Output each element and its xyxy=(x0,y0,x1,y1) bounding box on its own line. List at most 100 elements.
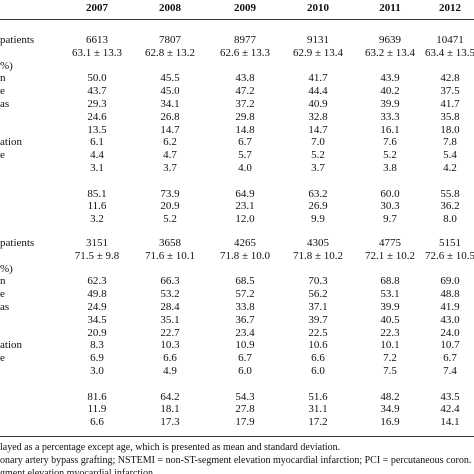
cell: 34.9 xyxy=(380,403,400,416)
cell: 71.6 ± 10.1 xyxy=(144,249,196,262)
cell: 4.9 xyxy=(163,365,177,377)
cell: 11.9 xyxy=(87,403,107,416)
cell: 4265 xyxy=(234,237,256,249)
cell: 8.0 xyxy=(443,213,457,226)
cell: 6.6 xyxy=(90,416,104,429)
cell: 63.2 xyxy=(308,187,328,200)
cell: 6.6 xyxy=(311,352,325,365)
cell: 40.2 xyxy=(380,85,400,98)
cell: 62.8 ± 13.2 xyxy=(144,46,196,59)
cell: 53.2 xyxy=(160,288,180,301)
cell: 6.9 xyxy=(90,352,104,365)
row-label: %) xyxy=(0,59,13,72)
cell: 5.7 xyxy=(238,149,252,162)
cell: 40.9 xyxy=(308,98,328,110)
cell: 35.1 xyxy=(160,313,180,326)
cell: 48.2 xyxy=(380,390,400,403)
cell: 14.7 xyxy=(308,123,328,136)
cell: 68.5 xyxy=(235,275,255,288)
row-label: as xyxy=(0,98,10,110)
cell: 6.7 xyxy=(443,352,457,365)
cell: 26.8 xyxy=(160,110,180,123)
cell: 43.9 xyxy=(380,72,400,85)
row-label: e xyxy=(0,352,5,365)
cell: 7.2 xyxy=(383,352,397,365)
cell: 24.9 xyxy=(87,301,107,313)
cell: 7.5 xyxy=(383,365,397,377)
cell: 20.9 xyxy=(160,200,180,213)
cell: 72.1 ± 10.2 xyxy=(364,249,416,262)
cell: 63.4 ± 13.5 xyxy=(424,46,474,59)
cell: 3658 xyxy=(159,237,181,249)
cell: 10.6 xyxy=(308,339,328,352)
cell: 7.6 xyxy=(383,136,397,149)
cell: 6.0 xyxy=(311,365,325,377)
footnote: onary artery bypass grafting; NSTEMI = n… xyxy=(0,455,472,466)
cell: 9639 xyxy=(379,34,401,46)
cell: 16.9 xyxy=(380,416,400,429)
cell: 7807 xyxy=(159,34,181,46)
cell: 30.3 xyxy=(380,200,400,213)
cell: 4305 xyxy=(307,237,329,249)
cell: 12.0 xyxy=(235,213,255,226)
cell: 9.7 xyxy=(383,213,397,226)
cell: 33.8 xyxy=(235,301,255,313)
cell: 43.5 xyxy=(440,390,460,403)
cell: 7.4 xyxy=(443,365,457,377)
cell: 9.9 xyxy=(311,213,325,226)
cell: 55.8 xyxy=(440,187,460,200)
cell: 39.9 xyxy=(380,98,400,110)
cell: 3.1 xyxy=(90,162,104,174)
cell: 40.5 xyxy=(380,313,400,326)
cell: 34.1 xyxy=(160,98,180,110)
cell: 72.6 ± 10.5 xyxy=(424,249,474,262)
cell: 7.8 xyxy=(443,136,457,149)
column-header: 2011 xyxy=(379,2,401,14)
cell: 57.2 xyxy=(235,288,255,301)
cell: 37.2 xyxy=(235,98,255,110)
cell: 8977 xyxy=(234,34,256,46)
cell: 48.8 xyxy=(440,288,460,301)
cell: 16.1 xyxy=(380,123,400,136)
cell: 5.2 xyxy=(163,213,177,226)
cell: 68.8 xyxy=(380,275,400,288)
cell: 29.8 xyxy=(235,110,255,123)
row-label: ation xyxy=(0,136,22,149)
cell: 22.7 xyxy=(160,326,180,339)
cell: 71.8 ± 10.0 xyxy=(219,249,271,262)
cell: 10.3 xyxy=(160,339,180,352)
cell: 17.9 xyxy=(235,416,255,429)
cell: 5.2 xyxy=(311,149,325,162)
cell: 20.9 xyxy=(87,326,107,339)
cell: 41.7 xyxy=(440,98,460,110)
row-label: ation xyxy=(0,339,22,352)
cell: 37.1 xyxy=(308,301,328,313)
cell: 22.3 xyxy=(380,326,400,339)
cell: 28.4 xyxy=(160,301,180,313)
cell: 85.1 xyxy=(87,187,107,200)
cell: 26.9 xyxy=(308,200,328,213)
cell: 4775 xyxy=(379,237,401,249)
cell: 6.2 xyxy=(163,136,177,149)
cell: 3.7 xyxy=(163,162,177,174)
cell: 53.1 xyxy=(380,288,400,301)
cell: 62.3 xyxy=(87,275,107,288)
cell: 69.0 xyxy=(440,275,460,288)
cell: 13.5 xyxy=(87,123,107,136)
row-label: as xyxy=(0,301,10,313)
cell: 81.6 xyxy=(87,390,107,403)
footnote: layed as a percentage except age, which … xyxy=(0,442,341,453)
cell: 3.7 xyxy=(311,162,325,174)
cell: 6613 xyxy=(86,34,108,46)
cell: 17.3 xyxy=(160,416,180,429)
cell: 70.3 xyxy=(308,275,328,288)
header-rule xyxy=(0,19,474,20)
column-header: 2012 xyxy=(439,2,461,14)
cell: 27.8 xyxy=(235,403,255,416)
cell: 71.8 ± 10.2 xyxy=(292,249,344,262)
cell: 60.0 xyxy=(380,187,400,200)
cell: 9131 xyxy=(307,34,329,46)
column-header: 2010 xyxy=(307,2,329,14)
cell: 37.5 xyxy=(440,85,460,98)
cell: 7.0 xyxy=(311,136,325,149)
